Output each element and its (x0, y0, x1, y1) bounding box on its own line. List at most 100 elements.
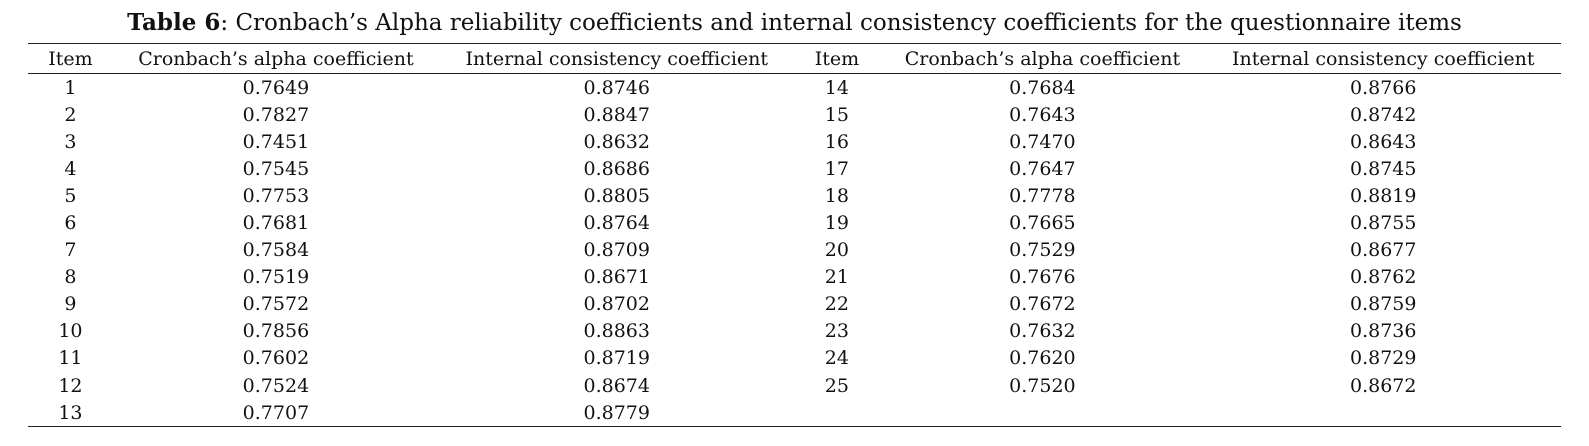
item-number-cell (794, 399, 879, 427)
item-number-cell: 19 (824, 212, 849, 235)
item-number-cell: 15 (824, 103, 849, 126)
item-number-cell: 5 (64, 184, 77, 207)
cronbach-alpha-value-cell: 0.7519 (242, 266, 310, 289)
internal-consistency-value-cell: 0.8677 (1350, 239, 1417, 262)
internal-consistency-value-cell: 0.8766 (1350, 76, 1417, 99)
item-number-cell: 8 (64, 266, 77, 289)
internal-consistency-value-cell: 0.8764 (583, 212, 650, 235)
cronbach-alpha-value-cell: 0.7827 (242, 103, 310, 126)
item-number-cell: 10 (58, 320, 83, 343)
cronbach-alpha-value-cell: 0.7572 (242, 293, 310, 316)
cronbach-alpha-value-cell: 0.7470 (1009, 130, 1076, 153)
cronbach-alpha-value-cell: 0.7620 (1009, 347, 1076, 370)
internal-consistency-value-cell: 0.8674 (583, 374, 650, 397)
item-number-cell: 13 (58, 401, 83, 424)
table-row: 5 0.7753 0.8805 18 0.7778 0.8819 (28, 182, 1561, 209)
internal-consistency-value-cell: 0.8745 (1350, 157, 1417, 180)
item-number-cell: 2 (64, 103, 77, 126)
table-row: 13 0.7707 0.8779 (28, 399, 1561, 427)
cronbach-alpha-value-cell: 0.7520 (1009, 374, 1076, 397)
table-row: 6 0.7681 0.8764 19 0.7665 0.8755 (28, 209, 1561, 236)
internal-consistency-value-cell: 0.8746 (583, 76, 650, 99)
header-internal-consistency: Internal consistency coefficient (1231, 47, 1535, 70)
internal-consistency-value-cell: 0.8672 (1350, 374, 1417, 397)
cronbach-alpha-value-cell: 0.7676 (1009, 266, 1076, 289)
internal-consistency-value-cell: 0.8671 (583, 266, 650, 289)
cronbach-alpha-value-cell: 0.7584 (242, 239, 310, 262)
item-number-cell: 12 (58, 374, 83, 397)
internal-consistency-value-cell: 0.8819 (1350, 184, 1417, 207)
internal-consistency-value-cell: 0.8759 (1350, 293, 1417, 316)
internal-consistency-value-cell: 0.8755 (1350, 212, 1417, 235)
cronbach-alpha-value-cell: 0.7529 (1009, 239, 1076, 262)
internal-consistency-value-cell: 0.8847 (583, 103, 650, 126)
internal-consistency-value-cell: 0.8863 (583, 320, 650, 343)
item-number-cell: 21 (824, 266, 849, 289)
table-row: 4 0.7545 0.8686 17 0.7647 0.8745 (28, 155, 1561, 182)
cronbach-alpha-value-cell: 0.7778 (1009, 184, 1076, 207)
item-number-cell: 25 (824, 374, 849, 397)
table-row: 3 0.7451 0.8632 16 0.7470 0.8643 (28, 128, 1561, 155)
cronbach-alpha-value-cell: 0.7524 (242, 374, 310, 397)
item-number-cell: 16 (824, 130, 849, 153)
internal-consistency-value-cell: 0.8643 (1350, 130, 1417, 153)
table-caption-text: : Cronbach’s Alpha reliability coefficie… (220, 10, 1462, 36)
internal-consistency-value-cell: 0.8632 (583, 130, 650, 153)
cronbach-alpha-value-cell: 0.7665 (1009, 212, 1076, 235)
cronbach-alpha-value-cell: 0.7753 (242, 184, 310, 207)
table-row: 2 0.7827 0.8847 15 0.7643 0.8742 (28, 101, 1561, 128)
table-row: 1 0.7649 0.8746 14 0.7684 0.8766 (28, 74, 1561, 102)
item-number-cell: 23 (824, 320, 849, 343)
item-number-cell: 20 (824, 239, 849, 262)
header-item: Item (814, 47, 860, 70)
cronbach-alpha-value-cell: 0.7856 (242, 320, 310, 343)
cronbach-alpha-value-cell: 0.7681 (242, 212, 310, 235)
internal-consistency-value-cell: 0.8779 (583, 401, 650, 424)
item-number-cell: 24 (824, 347, 849, 370)
header-row: Item Cronbach’s alpha coefficient Intern… (28, 43, 1561, 74)
cronbach-alpha-value-cell: 0.7643 (1009, 103, 1076, 126)
table-row: 9 0.7572 0.8702 22 0.7672 0.8759 (28, 291, 1561, 318)
cronbach-alpha-value-cell (879, 399, 1205, 427)
item-number-cell: 1 (64, 76, 77, 99)
internal-consistency-value-cell: 0.8736 (1350, 320, 1417, 343)
internal-consistency-value-cell: 0.8742 (1350, 103, 1417, 126)
cronbach-alpha-value-cell: 0.7707 (242, 401, 310, 424)
internal-consistency-value-cell: 0.8709 (583, 239, 650, 262)
internal-consistency-value-cell: 0.8686 (583, 157, 650, 180)
item-number-cell: 7 (64, 239, 77, 262)
header-cronbach-alpha: Cronbach’s alpha coefficient (904, 47, 1181, 70)
cronbach-alpha-value-cell: 0.7647 (1009, 157, 1076, 180)
item-number-cell: 6 (64, 212, 77, 235)
item-number-cell: 22 (824, 293, 849, 316)
header-cronbach-alpha: Cronbach’s alpha coefficient (138, 47, 414, 70)
item-number-cell: 4 (64, 157, 77, 180)
cronbach-alpha-value-cell: 0.7684 (1009, 76, 1076, 99)
cronbach-alpha-value-cell: 0.7649 (242, 76, 310, 99)
internal-consistency-value-cell: 0.8805 (583, 184, 650, 207)
internal-consistency-value-cell: 0.8762 (1350, 266, 1417, 289)
internal-consistency-value-cell (1206, 399, 1562, 427)
table-caption-label: Table 6 (127, 9, 221, 36)
internal-consistency-value-cell: 0.8719 (583, 347, 650, 370)
table-row: 12 0.7524 0.8674 25 0.7520 0.8672 (28, 372, 1561, 399)
item-number-cell: 17 (824, 157, 849, 180)
cronbach-alpha-value-cell: 0.7672 (1009, 293, 1076, 316)
cronbach-alpha-value-cell: 0.7602 (242, 347, 310, 370)
item-number-cell: 3 (64, 130, 77, 153)
table-caption: Table 6: Cronbach’s Alpha reliability co… (0, 9, 1589, 37)
item-number-cell: 14 (824, 76, 849, 99)
table-row: 10 0.7856 0.8863 23 0.7632 0.8736 (28, 318, 1561, 345)
table-row: 8 0.7519 0.8671 21 0.7676 0.8762 (28, 264, 1561, 291)
cronbach-alpha-value-cell: 0.7632 (1009, 320, 1076, 343)
item-number-cell: 9 (64, 293, 77, 316)
table-body: 1 0.7649 0.8746 14 0.7684 0.8766 2 0.7827 0.8847… (28, 74, 1561, 427)
internal-consistency-value-cell: 0.8729 (1350, 347, 1417, 370)
table-row: 7 0.7584 0.8709 20 0.7529 0.8677 (28, 237, 1561, 264)
cronbach-alpha-value-cell: 0.7545 (242, 157, 310, 180)
item-number-cell: 18 (824, 184, 849, 207)
header-internal-consistency: Internal consistency coefficient (465, 47, 769, 70)
cronbach-alpha-value-cell: 0.7451 (242, 130, 310, 153)
reliability-table: Item Cronbach’s alpha coefficient Intern… (28, 43, 1561, 427)
internal-consistency-value-cell: 0.8702 (583, 293, 650, 316)
